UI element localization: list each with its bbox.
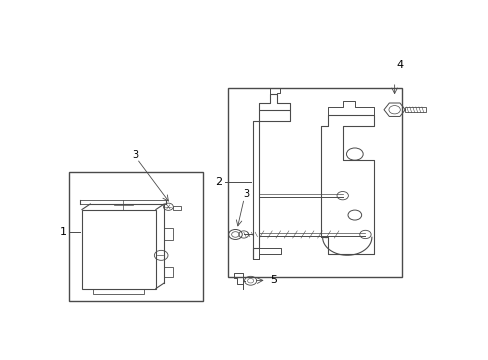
Bar: [68, 172, 203, 301]
Bar: [172, 206, 181, 210]
Bar: [164, 267, 172, 278]
Bar: [227, 87, 401, 278]
Bar: [164, 228, 172, 239]
Bar: [405, 107, 425, 112]
Text: 2: 2: [214, 177, 222, 187]
Bar: [80, 199, 166, 204]
Bar: [93, 288, 144, 293]
Text: 3: 3: [243, 189, 248, 199]
Text: 5: 5: [269, 275, 276, 285]
Text: 1: 1: [60, 227, 66, 237]
Text: 4: 4: [396, 60, 403, 70]
Bar: [82, 210, 156, 288]
Text: 3: 3: [132, 150, 138, 161]
